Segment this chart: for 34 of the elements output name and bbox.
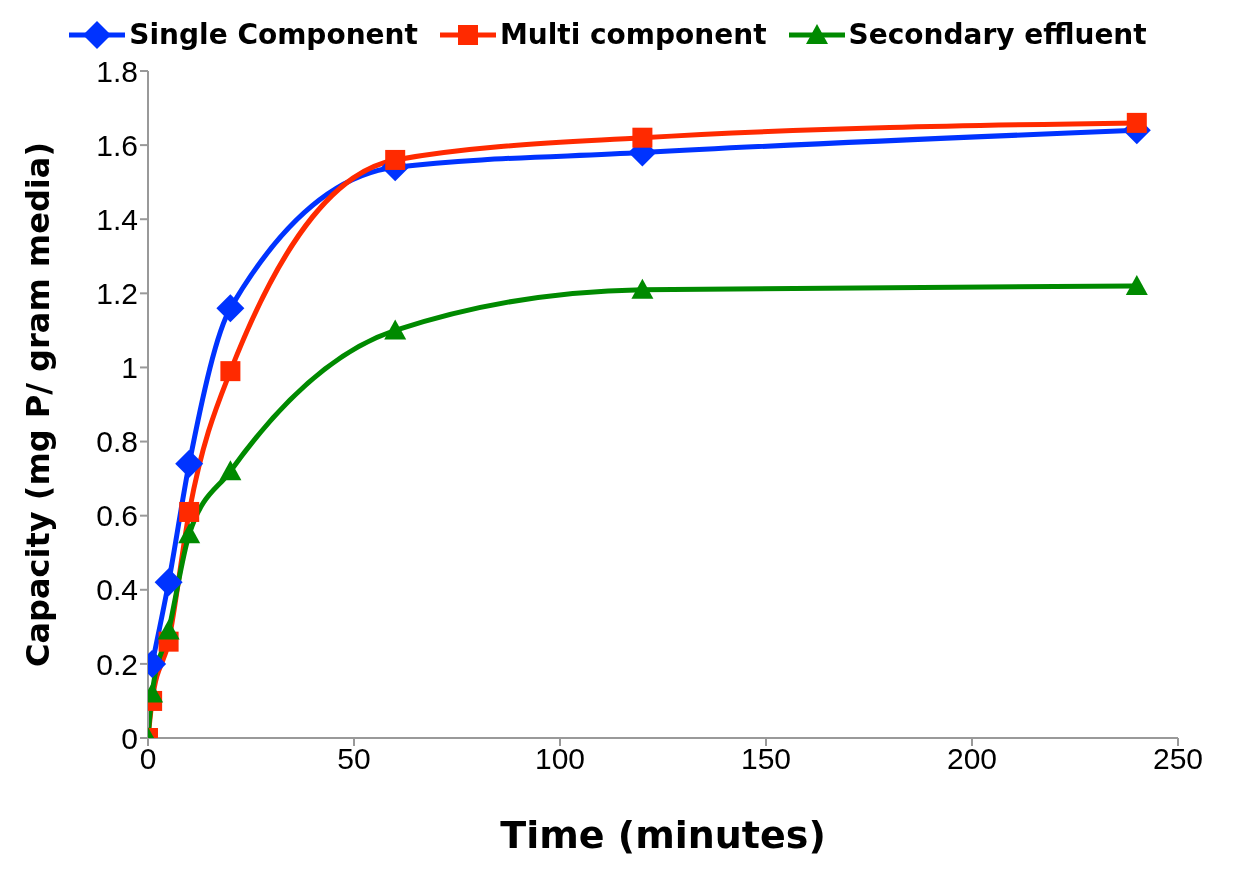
y-tick-label: 0.6 [96,499,138,533]
y-tick-label: 0.2 [96,647,138,681]
point [178,523,201,544]
point [220,361,241,382]
point [154,568,183,597]
y-tick-label: 1 [121,351,138,385]
x-tick-label: 150 [740,742,792,776]
y-tick-label: 1.8 [96,54,138,88]
y-tick-label: 1.2 [96,276,138,310]
y-tick-label: 0.8 [96,425,138,459]
y-tick-label: 0 [121,721,138,755]
x-tick-label: 100 [534,742,586,776]
y-axis-title: Capacity (mg P/ gram media) [19,141,58,668]
legend-label: Single Component [129,18,418,51]
x-axis-title: Time (minutes) [500,813,826,857]
x-tick-label: 50 [337,742,371,776]
point [632,127,653,148]
x-tick-label: 200 [946,742,998,776]
point [631,278,654,299]
legend-label: Multi component [499,18,767,51]
point [179,501,200,522]
legend-label: Secondary effluent [848,18,1147,51]
y-tick-label: 0.4 [96,573,138,607]
point [384,319,407,340]
point [385,149,406,170]
point [175,449,204,478]
point [157,619,180,640]
y-tick-label: 1.4 [96,202,138,236]
y-tick-label: 1.6 [96,128,138,162]
x-tick-label: 250 [1152,742,1204,776]
point [1126,112,1147,133]
point [1125,274,1148,295]
point [219,460,242,481]
point [216,294,245,323]
